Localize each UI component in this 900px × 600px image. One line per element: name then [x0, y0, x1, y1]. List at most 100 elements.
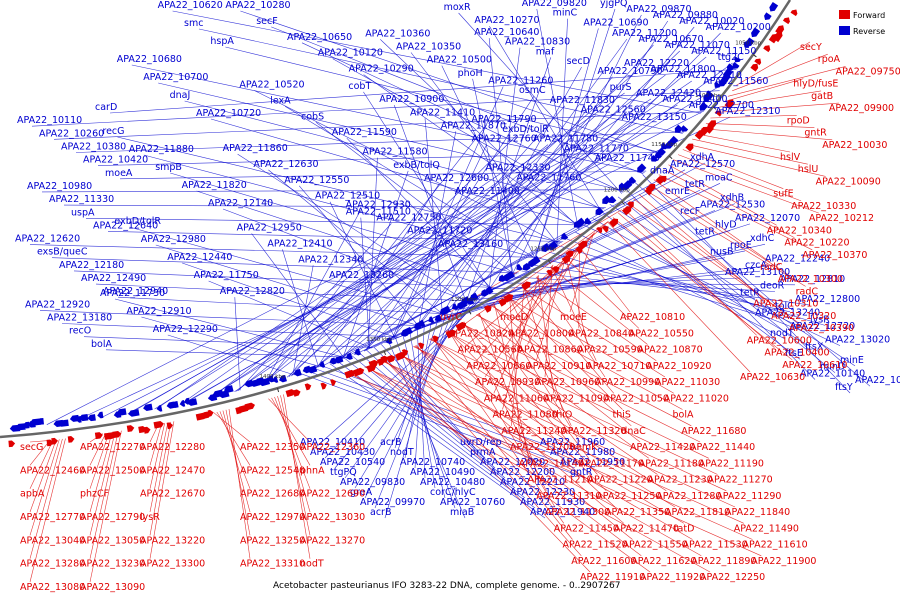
reverse-label-line [416, 76, 613, 330]
forward-gene-label: APA22_13230 [80, 559, 145, 570]
reverse-gene-glyph [428, 316, 435, 323]
forward-gene-glyph [685, 143, 694, 152]
forward-gene-label: APA22_13300 [140, 559, 205, 570]
forward-label-line [732, 53, 828, 92]
forward-label-line [432, 337, 565, 524]
reverse-gene-glyph [764, 12, 772, 21]
forward-gene-label: APA22_11310 [536, 491, 601, 502]
reverse-gene-label: APA22_10740 [400, 457, 465, 468]
legend-reverse-swatch [839, 26, 850, 35]
reverse-label-line [438, 32, 721, 319]
reverse-label-line [391, 86, 504, 341]
reverse-gene-label: APA22_10620 [158, 0, 223, 11]
reverse-label-line [359, 352, 506, 479]
reverse-gene-label: APA22_10790 [597, 66, 662, 77]
forward-label-line [399, 352, 633, 540]
reverse-gene-label: APA22_12810 [780, 274, 845, 285]
forward-label-line [493, 304, 581, 443]
forward-gene-label: APA22_10800 [509, 328, 574, 339]
forward-label-line [29, 439, 57, 513]
reverse-gene-label: APA22_12640 [93, 220, 158, 231]
reverse-gene-glyph [57, 419, 69, 427]
forward-gene-glyph [153, 420, 164, 429]
reverse-label-line [534, 28, 599, 263]
reverse-gene-label: minC [553, 8, 578, 19]
forward-gene-glyph [394, 351, 406, 361]
scale-tick [547, 260, 552, 264]
reverse-label-line [268, 169, 445, 316]
forward-gene-label: APA22_12770 [20, 512, 85, 523]
reverse-gene-glyph [522, 262, 531, 271]
forward-label-line [149, 421, 175, 559]
reverse-label-line [299, 373, 586, 479]
forward-label-line [283, 394, 311, 559]
reverse-gene-glyph [37, 417, 44, 425]
reverse-gene-label: tetR [695, 226, 715, 237]
reverse-gene-label: APA22_10480 [420, 477, 485, 488]
forward-gene-label: APA22_10910 [526, 361, 591, 372]
reverse-gene-label: APA22_12140 [208, 198, 273, 209]
forward-gene-glyph [596, 227, 603, 234]
reverse-gene-label: APA22_10760 [440, 497, 505, 508]
reverse-gene-glyph [745, 37, 755, 47]
forward-gene-label: APA22_12470 [140, 465, 205, 476]
forward-gene-label: APA22_10590 [578, 345, 643, 356]
reverse-label-line [463, 26, 695, 306]
reverse-gene-label: prmA [470, 447, 496, 458]
reverse-gene-label: xdhC [750, 233, 775, 244]
reverse-gene-label: APA22_11260 [488, 76, 553, 87]
reverse-label-line [61, 323, 399, 338]
forward-label-line [415, 345, 624, 524]
reverse-gene-label: APA22_10350 [396, 42, 461, 53]
forward-label-line [536, 276, 606, 378]
reverse-label-line [105, 349, 349, 358]
forward-gene-label: APA22_10660 [466, 361, 531, 372]
reverse-label-line [181, 92, 625, 405]
reverse-gene-label: rpoE [730, 240, 752, 251]
reverse-label-line [119, 170, 647, 180]
reverse-gene-label: acrB [370, 507, 391, 518]
forward-gene-label: APA22_11350 [605, 507, 670, 518]
reverse-gene-label: APA22_10720 [196, 108, 261, 119]
forward-gene-label: APA22_10030 [822, 140, 887, 151]
forward-gene-glyph [112, 430, 122, 439]
reverse-gene-label: lexA [270, 95, 291, 106]
reverse-label-line [154, 98, 652, 410]
forward-label-line [413, 346, 727, 492]
forward-gene-label: radC [796, 286, 819, 297]
reverse-label-line [117, 296, 449, 315]
reverse-gene-glyph [22, 421, 30, 429]
forward-gene-label: APA22_10390 [789, 323, 854, 334]
forward-gene-glyph [368, 359, 379, 369]
forward-gene-label: APA22_11840 [725, 507, 790, 518]
reverse-gene-label: gntR [570, 467, 593, 478]
forward-label-line [29, 439, 60, 536]
reverse-gene-label: APA22_10420 [83, 155, 148, 166]
reverse-gene-label: tetR [740, 287, 760, 298]
reverse-label-line [234, 80, 692, 392]
forward-gene-label: APA22_10860 [518, 345, 583, 356]
forward-label-line [416, 344, 573, 540]
reverse-gene-label: deoR [760, 281, 785, 292]
reverse-label-line [464, 57, 552, 305]
scale-tick-label: 1100 kbp [695, 93, 721, 99]
reverse-gene-label: APA22_11510 [346, 207, 411, 218]
reverse-label-line [367, 157, 378, 350]
forward-gene-glyph [126, 425, 135, 433]
reverse-gene-glyph [674, 124, 683, 133]
forward-gene-label: APA22_11230 [648, 475, 713, 486]
reverse-gene-label: APA22_10490 [410, 467, 475, 478]
forward-gene-label: APA22_12280 [140, 442, 205, 453]
forward-gene-label: APA22_10340 [767, 225, 832, 236]
forward-gene-glyph [575, 246, 583, 255]
reverse-label-line [114, 298, 347, 359]
forward-label-line [380, 360, 744, 524]
forward-gene-label: APA22_10330 [791, 201, 856, 212]
forward-label-line [271, 397, 311, 466]
reverse-gene-label: minE [840, 355, 864, 366]
forward-label-line [710, 115, 797, 119]
reverse-gene-glyph [595, 207, 604, 216]
forward-gene-label: APA22_12500 [80, 465, 145, 476]
forward-gene-label: APA22_12970 [240, 512, 305, 523]
forward-gene-label: APA22_12350 [240, 442, 305, 453]
